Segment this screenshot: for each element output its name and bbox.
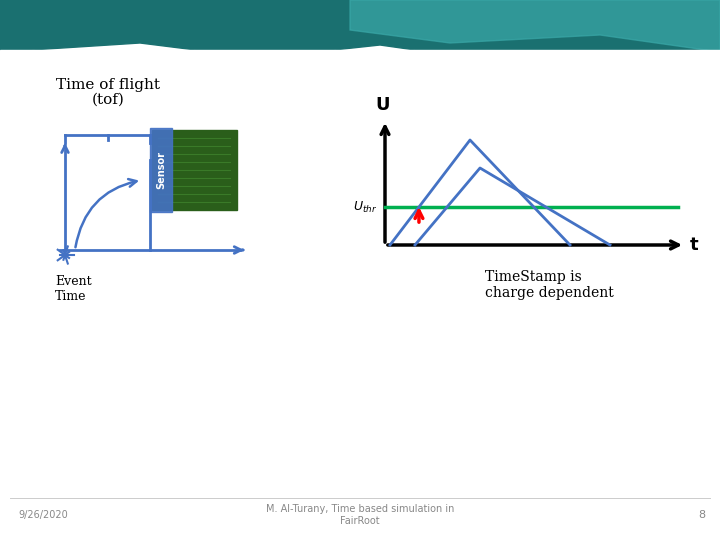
Text: M. Al-Turany, Time based simulation in
FairRoot: M. Al-Turany, Time based simulation in F…: [266, 504, 454, 526]
Polygon shape: [350, 0, 720, 52]
Polygon shape: [0, 0, 720, 65]
Text: $U_{thr}$: $U_{thr}$: [353, 199, 377, 214]
Bar: [150, 128, 172, 212]
Text: 8: 8: [698, 510, 705, 520]
FancyArrowPatch shape: [76, 179, 137, 247]
Bar: [152, 130, 237, 210]
Text: t: t: [690, 236, 698, 254]
Text: U: U: [376, 96, 390, 114]
Text: 9/26/2020: 9/26/2020: [18, 510, 68, 520]
Text: Event
Time: Event Time: [55, 275, 91, 303]
Text: Sensor: Sensor: [156, 151, 166, 189]
Text: Time of flight: Time of flight: [56, 78, 160, 92]
Text: (tof): (tof): [91, 93, 125, 107]
Text: TimeStamp is
charge dependent: TimeStamp is charge dependent: [485, 270, 613, 300]
